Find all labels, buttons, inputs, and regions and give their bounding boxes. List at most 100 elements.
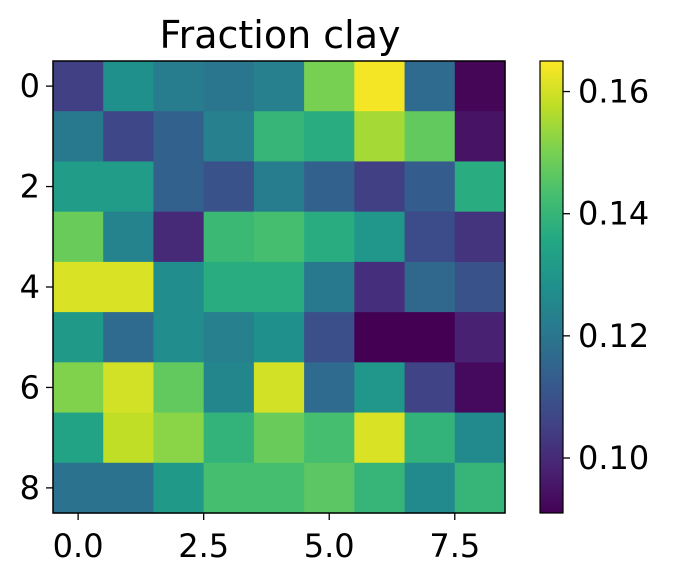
x-tick-label: 2.5 [178,527,229,565]
heatmap-cell [103,312,155,363]
heatmap-cell [53,111,104,163]
heatmap-cell [454,312,506,363]
heatmap-cell [203,362,255,414]
heatmap-cell [304,261,355,313]
colorbar-tick-label: 0.10 [578,439,649,477]
heatmap-cell [404,261,456,313]
heatmap-cell [304,362,355,414]
y-tick-label: 4 [20,268,40,306]
heatmap-cell [153,412,205,464]
heatmap-cell [53,61,104,112]
heatmap-cell [153,462,205,514]
heatmap-cell [53,261,104,313]
heatmap-cell [253,261,305,313]
y-tick-label: 6 [20,368,40,406]
heatmap-cell [304,312,355,363]
heatmap-cell [53,362,104,414]
heatmap-cell [203,211,255,263]
heatmap-cell [454,161,506,213]
heatmap-cell [153,161,205,213]
heatmap-cell [354,412,406,464]
heatmap-cell [203,412,255,464]
heatmap-cell [253,211,305,263]
heatmap-cell [53,462,104,514]
heatmap-cell [354,211,406,263]
colorbar-ticks: 0.10 0.12 0.14 0.16 [563,73,649,477]
heatmap-cell [454,111,506,163]
heatmap-cell [354,312,406,363]
heatmap-cell [203,462,255,514]
heatmap-cell [454,362,506,414]
heatmap-cell [354,362,406,414]
heatmap-cell [454,211,506,263]
heatmap-cell [304,61,355,112]
heatmap-cell [404,61,456,112]
heatmap-cell [53,161,104,213]
heatmap-cell [103,161,155,213]
y-axis: 0 2 4 6 8 [20,67,53,507]
heatmap-cell [404,462,456,514]
heatmap-cell [454,61,506,112]
heatmap-cell [404,312,456,363]
heatmap-cell [103,362,155,414]
heatmap-cell [404,211,456,263]
heatmap-cell [404,111,456,163]
heatmap-cell [304,462,355,514]
heatmap-cell [304,111,355,163]
heatmap-cell [253,312,305,363]
x-tick-label: 0.0 [53,527,104,565]
heatmap-cell [253,61,305,112]
x-tick-label: 7.5 [429,527,480,565]
heatmap-cell [304,412,355,464]
heatmap-cell [253,412,305,464]
x-tick-label: 5.0 [304,527,355,565]
y-tick-label: 0 [20,67,40,105]
y-tick-label: 2 [20,168,40,206]
heatmap-cell [53,211,104,263]
heatmap-cell [354,261,406,313]
heatmap-cell [203,261,255,313]
heatmap-cell [304,211,355,263]
heatmap-cell [454,261,506,313]
heatmap-cell [203,61,255,112]
heatmap-cell [354,462,406,514]
heatmap-cell [253,462,305,514]
heatmap-cell [454,462,506,514]
heatmap-cell [153,261,205,313]
y-tick-label: 8 [20,469,40,507]
heatmap-cell [103,261,155,313]
heatmap-cell [53,412,104,464]
x-axis: 0.0 2.5 5.0 7.5 [53,513,480,565]
heatmap-cell [354,61,406,112]
heatmap-cell [404,161,456,213]
colorbar [539,60,564,514]
heatmap-cell [354,111,406,163]
heatmap-cell [203,111,255,163]
heatmap-cell [203,161,255,213]
heatmap-cell [53,312,104,363]
heatmap-cell [103,111,155,163]
colorbar-tick-label: 0.12 [578,317,649,355]
heatmap-cell [404,412,456,464]
heatmap-cell [153,362,205,414]
heatmap-cell [253,362,305,414]
heatmap-cell [153,312,205,363]
heatmap-cell [153,211,205,263]
heatmap-cell [253,111,305,163]
heatmap-cell [203,312,255,363]
heatmap-cell [103,462,155,514]
heatmap-cell [153,61,205,112]
colorbar-tick-label: 0.16 [578,73,649,111]
heatmap-cell [103,61,155,112]
heatmap-cell [103,412,155,464]
heatmap-cell [354,161,406,213]
heatmap-cell [153,111,205,163]
colorbar-tick-label: 0.14 [578,195,649,233]
heatmap-cell [103,211,155,263]
heatmap-cell [404,362,456,414]
heatmap-cell [253,161,305,213]
heatmap-cell [454,412,506,464]
heatmap-cells [53,61,506,514]
chart-title: Fraction clay [160,13,401,57]
